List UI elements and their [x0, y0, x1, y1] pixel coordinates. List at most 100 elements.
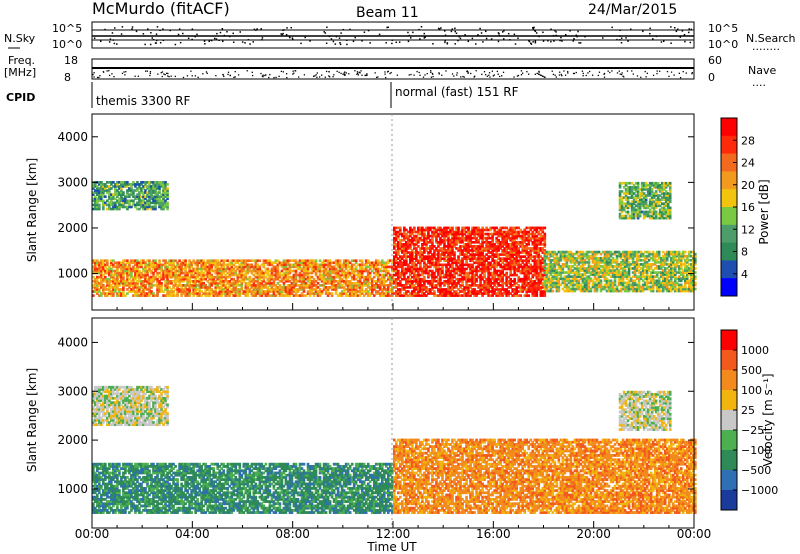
- nave-dot: [182, 76, 185, 79]
- summary-dot: [255, 29, 257, 31]
- heatmap-cell: [268, 290, 272, 293]
- heatmap-cell: [587, 265, 591, 268]
- heatmap-cell: [481, 253, 484, 256]
- heatmap-cell: [539, 261, 543, 265]
- heatmap-cell: [340, 265, 344, 269]
- heatmap-cell: [380, 263, 384, 267]
- heatmap-cell: [515, 245, 519, 248]
- heatmap-cell: [445, 232, 448, 236]
- heatmap-cell: [358, 294, 362, 297]
- heatmap-cell: [479, 245, 482, 248]
- heatmap-cell: [104, 265, 107, 269]
- heatmap-cell: [230, 265, 234, 269]
- nave-dot: [361, 74, 363, 76]
- heatmap-cell: [284, 259, 288, 263]
- heatmap-cell: [320, 279, 324, 283]
- heatmap-cell: [445, 281, 448, 285]
- nave-dot: [432, 73, 434, 75]
- heatmap-cell: [583, 273, 587, 276]
- heatmap-cell: [294, 269, 298, 273]
- heatmap-cell: [521, 242, 525, 246]
- heatmap-cell: [338, 259, 342, 263]
- heatmap-cell: [132, 275, 135, 279]
- heatmap-cell: [415, 279, 418, 283]
- nave-dot: [366, 73, 368, 75]
- heatmap-cell: [529, 255, 533, 258]
- heatmap-cell: [266, 267, 270, 271]
- heatmap-cell: [346, 294, 350, 297]
- heatmap-cell: [415, 251, 418, 254]
- heatmap-cell: [266, 279, 270, 283]
- heatmap-cell: [342, 273, 346, 277]
- heatmap-cell: [443, 255, 446, 258]
- heatmap-cell: [344, 288, 348, 291]
- heatmap-cell: [447, 259, 450, 263]
- heatmap-cell: [535, 271, 539, 275]
- heatmap-cell: [405, 253, 408, 256]
- heatmap-cell: [477, 232, 480, 236]
- summary-dot: [135, 30, 138, 33]
- heatmap-cell: [256, 286, 260, 289]
- heatmap-cell: [238, 288, 242, 291]
- heatmap-cell: [501, 230, 504, 234]
- heatmap-cell: [457, 247, 460, 250]
- heatmap-cell: [453, 257, 456, 261]
- summary-dot: [169, 29, 171, 32]
- summary-dot: [407, 40, 410, 43]
- heatmap-cell: [505, 273, 508, 277]
- nave-dot: [552, 73, 555, 76]
- heatmap-cell: [386, 261, 390, 265]
- heatmap-cell: [455, 265, 458, 269]
- heatmap-cell: [469, 286, 472, 289]
- heatmap-cell: [457, 288, 460, 291]
- heatmap-cell: [178, 267, 181, 271]
- summary-dot: [458, 35, 460, 38]
- heatmap-cell: [405, 284, 408, 287]
- heatmap-cell: [489, 261, 492, 265]
- heatmap-cell: [459, 269, 462, 273]
- heatmap-cell: [513, 253, 517, 256]
- heatmap-cell: [156, 267, 159, 271]
- heatmap-cell: [443, 275, 446, 279]
- summary-dot: [385, 42, 387, 44]
- heatmap-cell: [433, 294, 436, 297]
- heatmap-cell: [182, 259, 185, 263]
- heatmap-cell: [140, 273, 143, 277]
- summary-dot: [553, 40, 555, 42]
- heatmap-cell: [479, 236, 482, 240]
- nave-dot: [134, 75, 136, 77]
- heatmap-cell: [150, 275, 153, 279]
- heatmap-cell: [513, 271, 517, 275]
- heatmap-cell: [108, 281, 111, 285]
- heatmap-cell: [342, 292, 346, 295]
- heatmap-cell: [495, 269, 498, 273]
- heatmap-cell: [308, 277, 312, 281]
- heatmap-cell: [419, 261, 422, 265]
- heatmap-cell: [132, 279, 135, 283]
- heatmap-cell: [491, 249, 494, 252]
- heatmap-cell: [372, 288, 376, 291]
- heatmap-cell: [481, 257, 484, 261]
- heatmap-cell: [312, 294, 316, 297]
- heatmap-cell: [439, 281, 442, 285]
- heatmap-cell: [431, 257, 434, 261]
- summary-dot: [149, 43, 152, 46]
- heatmap-cell: [132, 269, 135, 273]
- nave-dot: [539, 74, 542, 76]
- heatmap-cell: [565, 265, 569, 268]
- heatmap-cell: [395, 242, 398, 246]
- heatmap-cell: [433, 275, 436, 279]
- nave-dot: [416, 70, 418, 73]
- heatmap-cell: [328, 286, 332, 289]
- heatmap-cell: [128, 263, 131, 267]
- heatmap-cell: [334, 292, 338, 295]
- heatmap-cell: [579, 273, 583, 276]
- heatmap-cell: [449, 249, 452, 252]
- heatmap-cell: [477, 255, 480, 258]
- heatmap-cell: [384, 294, 388, 297]
- heatmap-cell: [403, 271, 406, 275]
- heatmap-cell: [413, 234, 416, 238]
- heatmap-cell: [461, 253, 464, 256]
- nave-dot: [682, 71, 684, 73]
- heatmap-cell: [116, 288, 119, 291]
